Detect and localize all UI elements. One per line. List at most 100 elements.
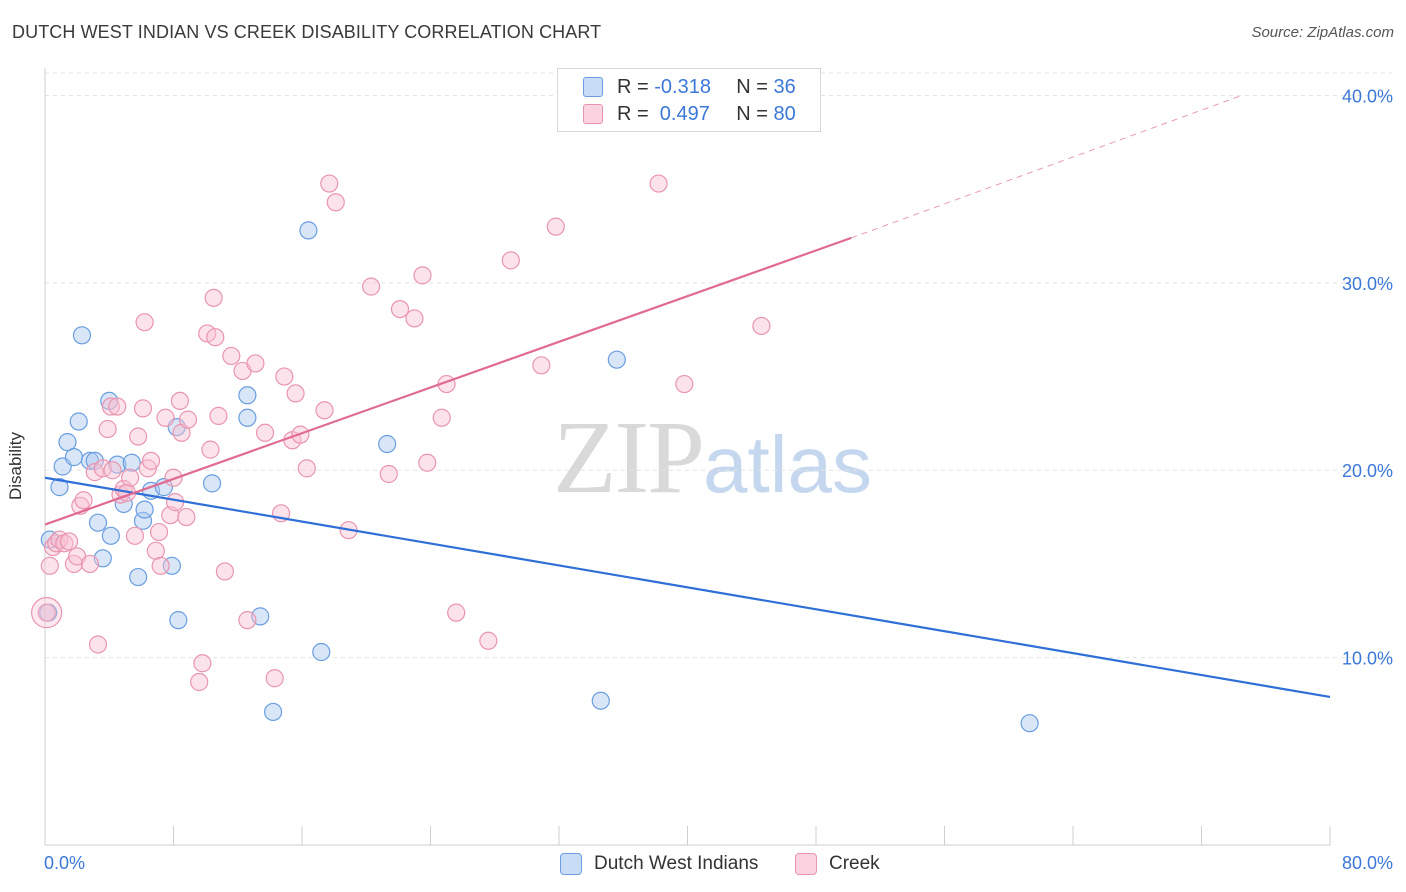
point-creek <box>151 556 170 575</box>
legend-r-label: R = <box>617 75 649 98</box>
point-creek <box>297 459 316 478</box>
y-tick-label: 40.0% <box>1342 86 1393 106</box>
y-tick-label: 10.0% <box>1342 649 1393 669</box>
point-creek <box>166 492 185 512</box>
point-creek <box>125 526 145 545</box>
legend-n-value: 80 <box>773 102 796 125</box>
point-creek <box>201 440 220 459</box>
point-creek <box>479 631 498 650</box>
point-creek <box>121 468 140 487</box>
point-dutch-west-indians <box>101 526 120 545</box>
point-dutch-west-indians <box>202 474 222 493</box>
point-creek <box>315 401 334 420</box>
y-axis-label: Disability <box>6 431 25 500</box>
point-dutch-west-indians <box>607 350 626 369</box>
point-creek <box>326 193 345 212</box>
point-creek <box>88 635 108 654</box>
legend-n-label: N = <box>736 75 768 98</box>
legend-r-value: -0.318 <box>654 75 711 98</box>
point-dutch-west-indians <box>69 412 88 431</box>
point-creek <box>193 654 212 673</box>
point-creek <box>246 354 265 373</box>
point-dutch-west-indians <box>169 611 188 630</box>
point-creek <box>286 384 305 403</box>
bottom-legend-dutch-west-indians: Dutch West Indians <box>560 850 758 878</box>
point-creek <box>141 451 161 470</box>
legend-swatch-blue <box>583 77 603 97</box>
point-creek <box>80 554 100 574</box>
point-creek <box>108 397 127 416</box>
point-dutch-west-indians <box>1020 714 1039 733</box>
point-creek <box>135 313 154 332</box>
point-dutch-west-indians <box>72 326 92 345</box>
point-creek <box>215 562 234 581</box>
point-creek <box>59 532 79 551</box>
point-creek <box>275 367 294 386</box>
point-dutch-west-indians <box>238 386 257 405</box>
legend-r-value: 0.497 <box>654 102 710 125</box>
point-creek <box>238 611 257 630</box>
point-dutch-west-indians <box>88 513 108 532</box>
y-tick-label: 20.0% <box>1342 461 1393 481</box>
point-dutch-west-indians <box>312 642 331 662</box>
point-dutch-west-indians <box>135 500 154 519</box>
point-dutch-west-indians <box>64 448 84 467</box>
point-creek <box>255 423 275 442</box>
point-creek <box>98 419 117 439</box>
watermark-zip: ZIP <box>553 400 705 515</box>
point-creek <box>146 541 165 560</box>
bottom-legend-creek: Creek <box>795 850 880 878</box>
point-dutch-west-indians <box>108 455 127 474</box>
watermark-atlas: atlas <box>703 420 872 509</box>
point-dutch-west-indians <box>238 408 257 427</box>
point-creek <box>447 603 466 622</box>
bottom-legend-swatch-pink <box>795 853 817 875</box>
watermark: ZIPatlas <box>553 398 872 517</box>
point-creek <box>206 328 225 347</box>
trend-line-creek <box>44 236 852 526</box>
bottom-legend-swatch-blue <box>560 853 582 875</box>
legend-swatch-pink <box>583 104 603 124</box>
point-creek <box>361 277 381 296</box>
legend-row-dutch-west-indians: R = -0.318 N = 36 <box>558 74 796 100</box>
point-creek <box>532 356 551 375</box>
trend-line-creek-extension <box>851 95 1242 239</box>
point-creek <box>675 374 694 394</box>
point-creek <box>129 427 148 446</box>
point-creek <box>190 672 209 692</box>
point-dutch-west-indians <box>129 567 148 587</box>
x-tick-label: 80.0% <box>1342 853 1393 873</box>
point-dutch-west-indians <box>378 434 397 454</box>
point-dutch-west-indians <box>58 433 77 452</box>
point-creek-large <box>31 597 63 629</box>
trend-line-dutch-west-indians <box>44 476 1331 699</box>
point-creek <box>40 556 59 575</box>
point-dutch-west-indians <box>122 453 141 472</box>
point-creek <box>379 464 398 484</box>
point-creek <box>149 522 169 542</box>
point-creek <box>74 491 93 510</box>
x-tick-label: 0.0% <box>44 853 85 873</box>
point-dutch-west-indians <box>299 221 318 240</box>
chart-title: DUTCH WEST INDIAN VS CREEK DISABILITY CO… <box>12 22 602 42</box>
point-creek <box>177 507 196 527</box>
point-dutch-west-indians <box>50 478 69 497</box>
legend-n-value: 36 <box>773 75 796 98</box>
point-creek <box>209 406 228 425</box>
point-creek <box>546 217 565 236</box>
point-creek <box>413 266 432 285</box>
point-creek <box>405 309 424 328</box>
bottom-legend-label: Creek <box>829 853 880 874</box>
point-creek <box>37 603 56 622</box>
point-creek <box>752 316 771 336</box>
point-dutch-west-indians <box>133 511 153 530</box>
point-creek <box>103 461 122 480</box>
point-creek <box>101 397 120 416</box>
point-creek <box>156 408 175 427</box>
stats-legend: R = -0.318 N = 36 R = 0.497 N = 80 <box>557 68 821 132</box>
point-creek <box>649 174 668 193</box>
point-creek <box>222 346 241 366</box>
point-creek <box>390 299 410 319</box>
point-creek <box>265 669 284 688</box>
